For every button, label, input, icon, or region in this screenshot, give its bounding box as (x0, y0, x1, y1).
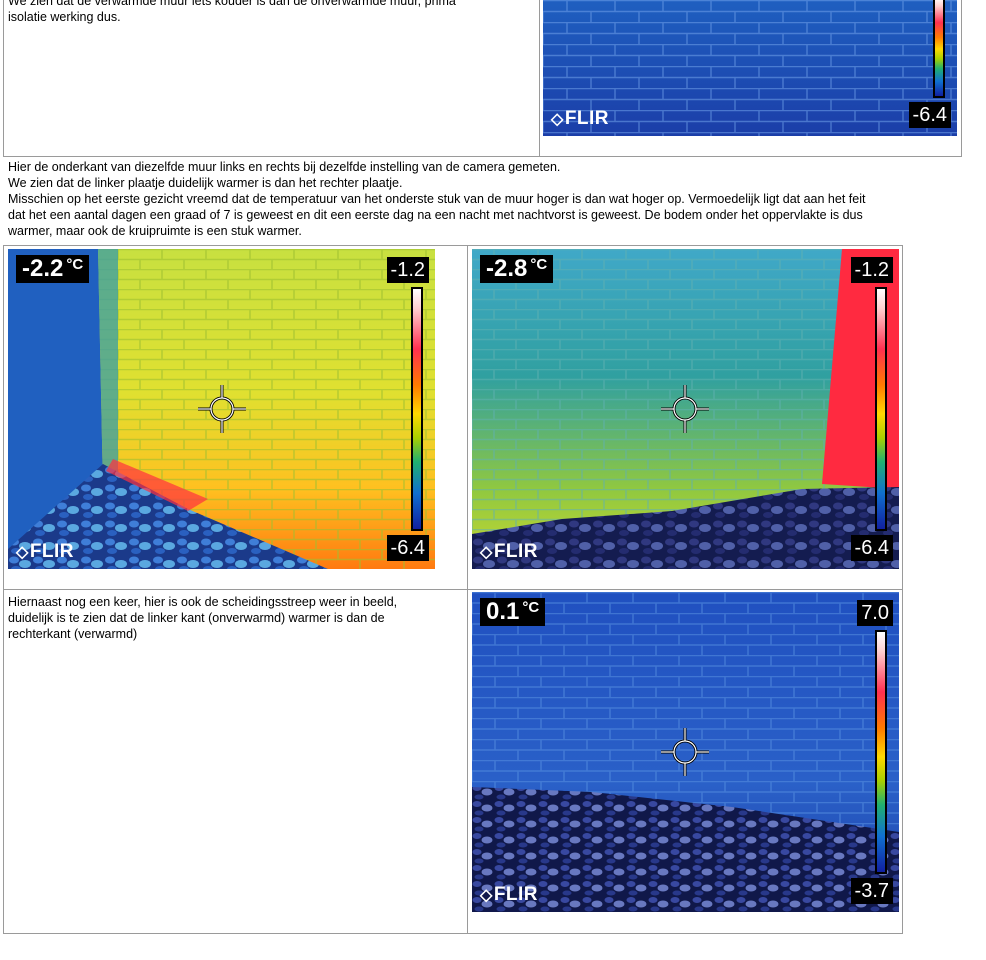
thermal-scale-max: -1.2 (850, 257, 893, 283)
text-line: rechterkant (verwarmd) (8, 627, 138, 641)
thermal-image-left-graphic (8, 249, 435, 569)
text-line: Hiernaast nog een keer, hier is ook de s… (8, 595, 398, 609)
thermal-image-bottom-graphic (472, 592, 899, 912)
text-line: We zien dat de linker plaatje duidelijk … (8, 176, 403, 190)
text-line: duidelijk is te zien dat de linker kant … (8, 611, 385, 625)
spot-temperature: 0.1 °C (480, 598, 546, 626)
thermal-image-top: -6.4 ◇FLIR (543, 0, 957, 136)
text-line: We zien dat de verwarmde muur iets koude… (8, 0, 456, 8)
thermal-scale-min: -6.4 (386, 535, 429, 561)
text-line: warmer, maar ook de kruipruimte is een s… (8, 224, 302, 238)
bottom-row-text: Hiernaast nog een keer, hier is ook de s… (8, 594, 463, 642)
top-table-text: We zien dat de verwarmde muur iets koude… (8, 0, 533, 25)
thermal-scale-max: 7.0 (857, 600, 893, 626)
text-line: Misschien op het eerste gezicht vreemd d… (8, 192, 866, 206)
spot-temperature: -2.8 °C (480, 255, 554, 283)
spot-temperature-value: -2.8 (486, 255, 528, 282)
thermal-image-bottom: 0.1 °C 7.0 -3.7 ◇FLIR (472, 592, 899, 912)
flir-logo: ◇FLIR (551, 108, 610, 129)
middle-paragraph: Hier de onderkant van diezelfde muur lin… (8, 159, 983, 239)
thermal-scale-min: -3.7 (850, 878, 893, 904)
thermal-image-right-graphic (472, 249, 899, 569)
text-line: dat het een aantal dagen een graad of 7 … (8, 208, 863, 222)
temperature-unit: °C (530, 256, 548, 273)
thermal-image-right: -2.8 °C -1.2 -6.4 ◇FLIR (472, 249, 899, 569)
thermal-scale-bar (933, 0, 945, 98)
top-table-divider (539, 0, 540, 157)
image-table-row-divider (3, 589, 903, 590)
flir-logo: ◇FLIR (480, 884, 539, 905)
thermal-image-top-graphic (543, 0, 957, 136)
text-line: isolatie werking dus. (8, 10, 121, 24)
flir-logo: ◇FLIR (16, 541, 75, 562)
spot-temperature-value: -2.2 (22, 255, 64, 282)
spot-temperature: -2.2 °C (16, 255, 90, 283)
flir-logo: ◇FLIR (480, 541, 539, 562)
spot-temperature-value: 0.1 (486, 598, 520, 625)
thermal-scale-bar (875, 630, 887, 874)
thermal-image-left: -2.2 °C -1.2 -6.4 ◇FLIR (8, 249, 435, 569)
thermal-scale-min: -6.4 (850, 535, 893, 561)
top-table (3, 0, 962, 157)
temperature-unit: °C (522, 599, 540, 616)
thermal-scale-bar (411, 287, 423, 531)
thermal-scale-bar (875, 287, 887, 531)
thermal-scale-min: -6.4 (908, 102, 951, 128)
text-line: Hier de onderkant van diezelfde muur lin… (8, 160, 561, 174)
temperature-unit: °C (66, 256, 84, 273)
thermal-scale-max: -1.2 (386, 257, 429, 283)
